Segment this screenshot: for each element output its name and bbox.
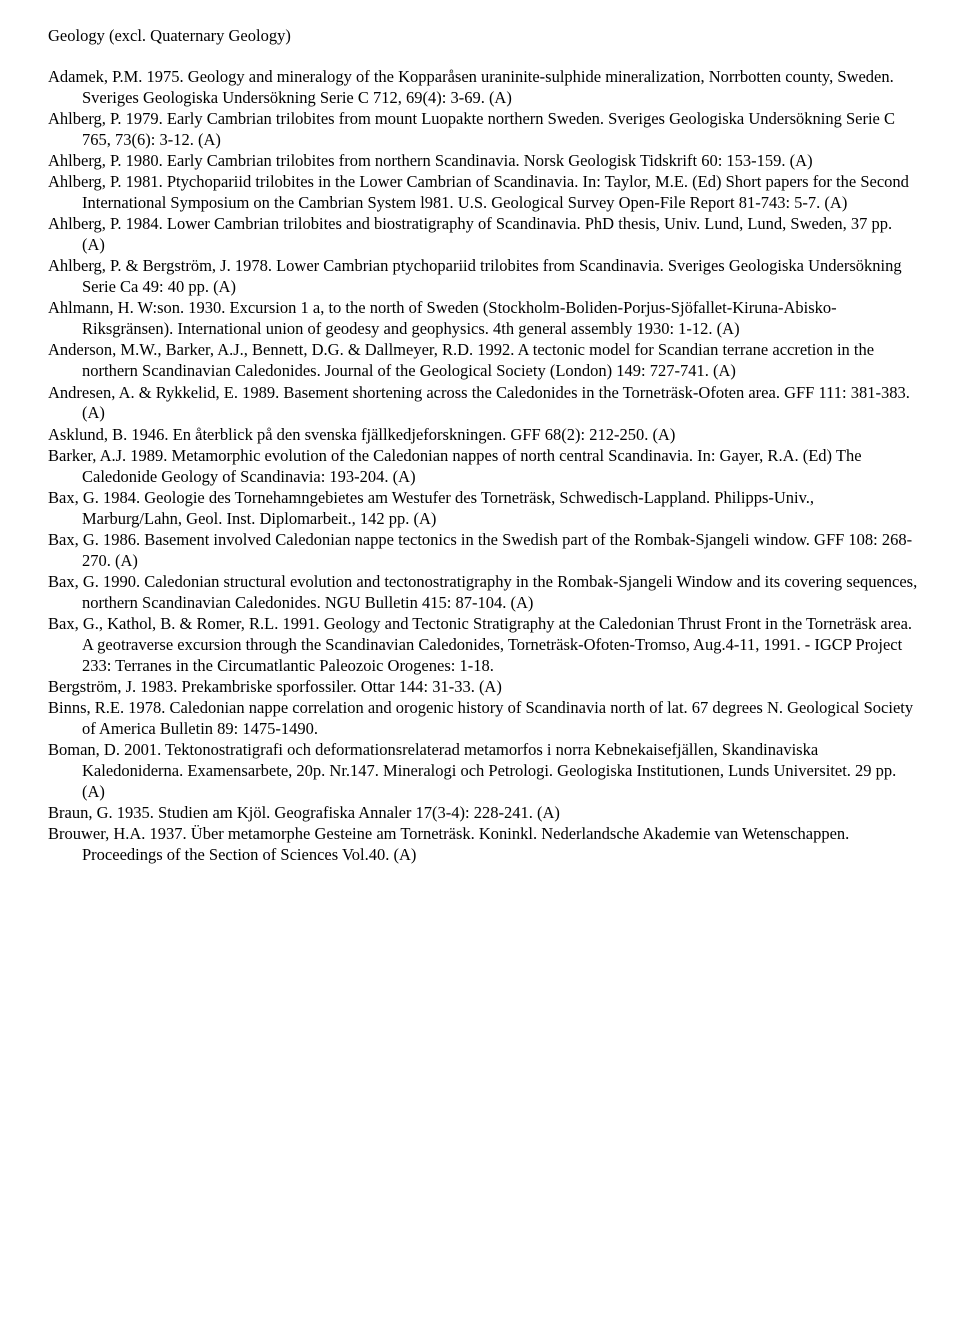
section-heading: Geology (excl. Quaternary Geology)	[48, 26, 918, 47]
bibliography-entry: Asklund, B. 1946. En återblick på den sv…	[48, 425, 918, 446]
bibliography-entry: Bax, G. 1984. Geologie des Tornehamngebi…	[48, 488, 918, 530]
bibliography-entry: Ahlberg, P. 1979. Early Cambrian trilobi…	[48, 109, 918, 151]
bibliography-entry: Ahlberg, P. 1980. Early Cambrian trilobi…	[48, 151, 918, 172]
bibliography-entry: Ahlmann, H. W:son. 1930. Excursion 1 a, …	[48, 298, 918, 340]
bibliography-entry: Anderson, M.W., Barker, A.J., Bennett, D…	[48, 340, 918, 382]
bibliography-entry: Ahlberg, P. & Bergström, J. 1978. Lower …	[48, 256, 918, 298]
bibliography-entry: Bergström, J. 1983. Prekambriske sporfos…	[48, 677, 918, 698]
bibliography-entry: Barker, A.J. 1989. Metamorphic evolution…	[48, 446, 918, 488]
bibliography-entry: Ahlberg, P. 1984. Lower Cambrian trilobi…	[48, 214, 918, 256]
bibliography-entry: Bax, G. 1990. Caledonian structural evol…	[48, 572, 918, 614]
bibliography-entry: Binns, R.E. 1978. Caledonian nappe corre…	[48, 698, 918, 740]
bibliography-entry: Adamek, P.M. 1975. Geology and mineralog…	[48, 67, 918, 109]
bibliography-list: Adamek, P.M. 1975. Geology and mineralog…	[48, 67, 918, 866]
bibliography-entry: Braun, G. 1935. Studien am Kjöl. Geograf…	[48, 803, 918, 824]
bibliography-entry: Boman, D. 2001. Tektonostratigrafi och d…	[48, 740, 918, 802]
bibliography-entry: Andresen, A. & Rykkelid, E. 1989. Baseme…	[48, 383, 918, 425]
bibliography-entry: Ahlberg, P. 1981. Ptychopariid trilobite…	[48, 172, 918, 214]
bibliography-entry: Bax, G., Kathol, B. & Romer, R.L. 1991. …	[48, 614, 918, 676]
bibliography-entry: Brouwer, H.A. 1937. Über metamorphe Gest…	[48, 824, 918, 866]
bibliography-entry: Bax, G. 1986. Basement involved Caledoni…	[48, 530, 918, 572]
